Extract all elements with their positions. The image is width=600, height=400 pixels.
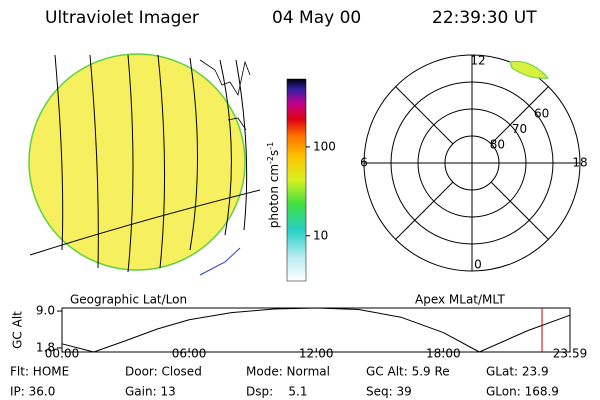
mlt-label: 18: [572, 156, 587, 170]
title: Ultraviolet Imager: [45, 8, 199, 28]
map-label: Apex MLat/MLT: [415, 293, 505, 307]
x-tick-label: 12:00: [299, 347, 334, 361]
status-field: Gain: 13: [125, 385, 176, 399]
altitude-plot: 9.0 1.800:00 06:00 12:00 18:00 23:59: [36, 304, 587, 361]
time: 22:39:30 UT: [432, 8, 537, 28]
colorbar-tick-label: 100: [313, 139, 336, 153]
mlat-label: 70: [512, 122, 527, 136]
status-field: Seq: 39: [366, 385, 412, 399]
mlat-label: 80: [490, 138, 505, 152]
mlt-label: 12: [470, 54, 485, 68]
status-field: Flt: HOME: [10, 365, 69, 379]
polar-spoke: [490, 86, 549, 145]
mlt-label: 6: [360, 156, 368, 170]
y-tick-label: 9.0: [36, 304, 55, 318]
x-tick-label: 00:00: [45, 347, 80, 361]
mlt-label: 0: [474, 258, 482, 272]
altitude-label: GC Alt: [11, 311, 25, 349]
x-tick-label: 18:00: [426, 347, 461, 361]
status-field: GLon: 168.9: [486, 385, 559, 399]
y-tick-label: 1.8: [36, 340, 55, 354]
status-field: Door: Closed: [125, 365, 202, 379]
altitude-curve: [61, 307, 571, 353]
colorbar-tick-label: 10: [313, 228, 328, 242]
earth-image: [28, 53, 261, 276]
status-field: GC Alt: 5.9 Re: [366, 365, 450, 379]
x-tick-label: 06:00: [172, 347, 207, 361]
status-field: IP: 36.0: [10, 385, 55, 399]
map-label: Geographic Lat/Lon: [70, 293, 187, 307]
status-panel: Flt: HOME Door: Closed Mode: Normal GC Alt:…: [10, 365, 559, 399]
polar-spoke: [395, 181, 454, 240]
colorbar-unit: photon cm-2s-1: [266, 142, 281, 229]
x-tick-label: 23:59: [553, 347, 588, 361]
status-field: GLat: 23.9: [486, 365, 549, 379]
polar-spoke: [490, 181, 549, 240]
status-field: Dsp: 5.1: [246, 385, 308, 399]
aurora-patch: [509, 60, 550, 79]
polar-spoke: [395, 86, 454, 145]
polar-grid: [363, 54, 581, 272]
status-field: Mode: Normal: [246, 365, 330, 379]
date: 04 May 00: [272, 8, 361, 28]
mlat-label: 60: [534, 107, 549, 121]
colorbar: 100 10: [286, 78, 336, 282]
